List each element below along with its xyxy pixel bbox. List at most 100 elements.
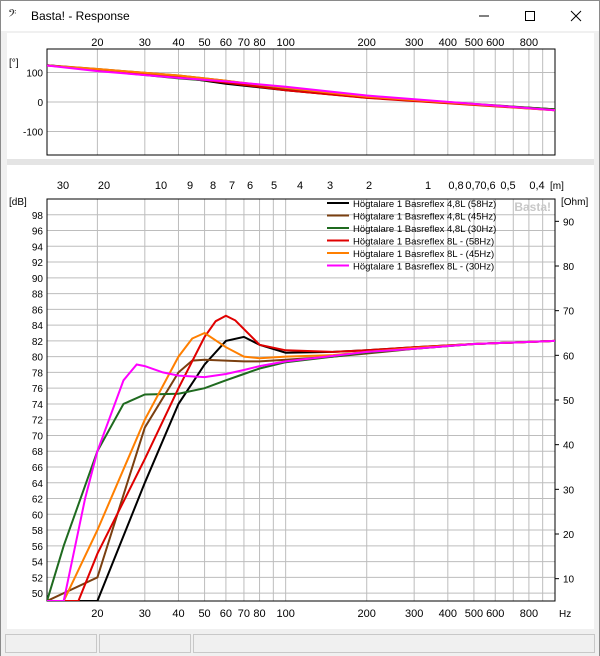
wavelength-tick-label: 2 (366, 180, 372, 192)
x-tick-label: 400 (439, 608, 457, 620)
status-bar (1, 632, 599, 656)
wavelength-tick-label: 0,7 (465, 180, 480, 192)
x-tick-label: 20 (91, 608, 103, 620)
legend-label-r8_58: Högtalare 1 Basreflex 8L - (58Hz) (353, 237, 494, 248)
y-tick-label: 92 (32, 258, 44, 269)
x-tick-label: 80 (253, 608, 265, 620)
y-tick-label: 50 (32, 589, 44, 600)
title-bar[interactable]: 𝄢 Basta! - Response (1, 1, 599, 31)
y-tick-label: -100 (23, 127, 43, 138)
phase-chart: 20 30 40 50 60 70 80 100 200 300 400 500 600 800 100 0 -… (9, 37, 556, 156)
x-tick-label: 70 (238, 37, 250, 49)
y2-tick-label: 90 (563, 217, 575, 228)
music-note-icon: 𝄢 (8, 8, 17, 23)
y-tick-label: 98 (32, 211, 44, 222)
x-tick-label: 200 (358, 608, 376, 620)
maximize-button[interactable] (507, 1, 553, 31)
status-pane-3 (193, 634, 595, 653)
x-unit-label: Hz (559, 609, 571, 620)
x-tick-label: 80 (253, 37, 265, 49)
x-tick-label: 40 (172, 37, 184, 49)
y-tick-label: 54 (32, 558, 44, 569)
legend-label-r4_58: Högtalare 1 Basreflex 4,8L (58Hz) (353, 199, 496, 210)
wavelength-tick-label: 9 (187, 180, 193, 192)
wavelength-tick-label: 8 (210, 180, 216, 192)
y-tick-label: 86 (32, 305, 44, 316)
legend-label-r4_45: Högtalare 1 Basreflex 4,8L (45Hz) (353, 212, 496, 223)
y2-axis-label: [Ohm] (561, 197, 588, 208)
wavelength-tick-label: 5 (271, 180, 277, 192)
phase-chart-panel: 20 30 40 50 60 70 80 100 200 300 400 500 600 800 100 0 -… (7, 33, 594, 159)
status-pane-1 (5, 634, 97, 653)
y-tick-label: 62 (32, 495, 44, 506)
x-tick-label: 100 (276, 37, 294, 49)
x-tick-label: 30 (139, 37, 151, 49)
legend-label-r8_30: Högtalare 1 Basreflex 8L - (30Hz) (353, 262, 494, 273)
x-tick-label: 60 (220, 37, 232, 49)
status-pane-2 (99, 634, 191, 653)
y-tick-label: 60 (32, 510, 44, 521)
x-tick-label: 100 (276, 608, 294, 620)
y-tick-label: 82 (32, 337, 44, 348)
wavelength-unit-label: [m] (550, 181, 564, 192)
x-tick-label: 300 (405, 608, 423, 620)
minimize-button[interactable] (461, 1, 507, 31)
maximize-icon (525, 11, 535, 21)
series-line-r8_58 (47, 314, 555, 601)
wavelength-tick-label: 10 (155, 180, 167, 192)
y2-tick-label: 50 (563, 396, 575, 407)
y-tick-label: 72 (32, 416, 44, 427)
legend-label-r8_45: Högtalare 1 Basreflex 8L - (45Hz) (353, 249, 494, 260)
y-tick-label: 64 (32, 479, 44, 490)
y-tick-label: 76 (32, 384, 44, 395)
y2-tick-label: 40 (563, 441, 575, 452)
wavelength-tick-label: 0,8 (448, 180, 463, 192)
watermark: Basta! (514, 200, 551, 214)
wavelength-tick-label: 7 (229, 180, 235, 192)
wavelength-tick-label: 0,6 (480, 180, 495, 192)
y2-tick-label: 10 (563, 575, 575, 586)
series-line-r8_30 (47, 339, 555, 601)
window-title: Basta! - Response (31, 9, 130, 23)
wavelength-tick-label: 20 (98, 180, 110, 192)
wavelength-tick-label: 30 (57, 180, 69, 192)
x-tick-label: 600 (486, 37, 504, 49)
close-button[interactable] (553, 1, 599, 31)
x-tick-label: 400 (439, 37, 457, 49)
y-tick-label: 94 (32, 242, 44, 253)
y-tick-label: 84 (32, 321, 44, 332)
wavelength-tick-label: 0,5 (500, 180, 515, 192)
x-tick-label: 20 (91, 37, 103, 49)
x-tick-label: 200 (358, 37, 376, 49)
y-tick-label: 0 (37, 98, 43, 109)
y-tick-label: 68 (32, 447, 44, 458)
frequency-response-chart: 20 30 40 50 60 70 80 100 200 300 400 500 600 80050525… (9, 180, 588, 620)
x-tick-label: 800 (520, 37, 538, 49)
y2-tick-label: 30 (563, 485, 575, 496)
y-tick-label: 78 (32, 368, 44, 379)
x-tick-label: 50 (198, 608, 210, 620)
wavelength-tick-label: 1 (425, 180, 431, 192)
y-axis-label: [dB] (9, 197, 27, 208)
response-chart-panel: 20 30 40 50 60 70 80 100 200 300 400 500 600 800 50 52 5… (7, 165, 594, 629)
plot-frame (46, 48, 556, 156)
x-tick-label: 30 (139, 608, 151, 620)
wavelength-tick-label: 4 (297, 180, 303, 192)
y-tick-label: 90 (32, 274, 44, 285)
splitter[interactable] (7, 159, 594, 165)
wavelength-tick-label: 0,4 (529, 180, 544, 192)
legend-label-r4_30: Högtalare 1 Basreflex 4,8L (30Hz) (353, 224, 496, 235)
x-tick-label: 800 (520, 608, 538, 620)
y-tick-label: 100 (26, 69, 43, 80)
x-tick-label: 40 (172, 608, 184, 620)
x-tick-label: 500 (465, 37, 483, 49)
wavelength-tick-label: 6 (247, 180, 253, 192)
series-line-r8_30 (47, 64, 555, 112)
y-tick-label: 96 (32, 227, 44, 238)
x-tick-label: 50 (198, 37, 210, 49)
close-icon (570, 10, 582, 22)
y-tick-label: 66 (32, 463, 44, 474)
y-tick-label: 56 (32, 542, 44, 553)
y2-tick-label: 60 (563, 351, 575, 362)
